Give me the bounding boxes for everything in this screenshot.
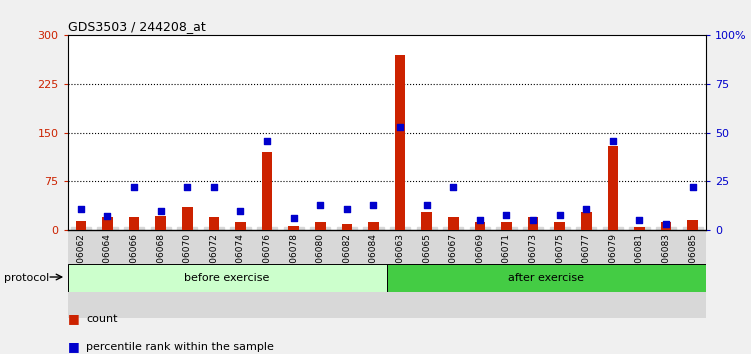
Point xyxy=(101,213,113,219)
Point xyxy=(421,202,433,207)
Point xyxy=(660,222,672,227)
Bar xyxy=(520,230,547,318)
Text: protocol: protocol xyxy=(4,273,49,283)
Bar xyxy=(315,222,326,230)
Bar xyxy=(201,230,227,318)
Bar xyxy=(661,222,671,230)
Text: ■: ■ xyxy=(68,341,83,353)
Bar xyxy=(421,212,432,230)
Bar xyxy=(554,222,565,230)
Point xyxy=(553,212,566,217)
Text: before exercise: before exercise xyxy=(185,273,270,283)
Bar xyxy=(581,212,592,230)
Point xyxy=(75,206,87,211)
Point xyxy=(686,184,698,190)
Text: after exercise: after exercise xyxy=(508,273,584,283)
Bar xyxy=(227,230,254,318)
Bar xyxy=(573,230,599,318)
Text: GDS3503 / 244208_at: GDS3503 / 244208_at xyxy=(68,20,205,33)
Point xyxy=(314,202,326,207)
Bar xyxy=(121,230,147,318)
Point xyxy=(448,184,460,190)
Point xyxy=(181,184,193,190)
Text: percentile rank within the sample: percentile rank within the sample xyxy=(86,342,274,352)
Bar xyxy=(94,230,121,318)
Point xyxy=(261,138,273,143)
Bar xyxy=(687,220,698,230)
Bar xyxy=(626,230,653,318)
Bar xyxy=(387,230,413,318)
Bar xyxy=(235,222,246,230)
Bar xyxy=(182,207,192,230)
Bar xyxy=(466,230,493,318)
Bar xyxy=(333,230,360,318)
Point xyxy=(474,217,486,223)
Bar xyxy=(262,152,273,230)
Bar xyxy=(174,230,201,318)
Bar xyxy=(209,217,219,230)
Point xyxy=(341,206,353,211)
Bar xyxy=(155,216,166,230)
Bar xyxy=(440,230,466,318)
Point xyxy=(581,206,593,211)
Bar xyxy=(76,221,86,230)
Point xyxy=(234,208,246,213)
Bar xyxy=(599,230,626,318)
Point xyxy=(288,216,300,221)
Text: ■: ■ xyxy=(68,312,83,325)
Point xyxy=(633,217,645,223)
Point xyxy=(155,208,167,213)
Bar xyxy=(307,230,333,318)
Point xyxy=(367,202,379,207)
Bar xyxy=(501,222,511,230)
Bar xyxy=(475,222,485,230)
Bar xyxy=(368,222,379,230)
Point xyxy=(394,124,406,130)
Bar xyxy=(147,230,174,318)
Bar xyxy=(102,217,113,230)
Bar xyxy=(680,230,706,318)
Point xyxy=(527,217,539,223)
Bar xyxy=(360,230,387,318)
Point xyxy=(607,138,619,143)
Text: count: count xyxy=(86,314,118,324)
Bar xyxy=(254,230,280,318)
Bar xyxy=(280,230,307,318)
Bar xyxy=(448,217,459,230)
Bar xyxy=(608,146,618,230)
Bar xyxy=(634,227,645,230)
Bar xyxy=(528,217,538,230)
Bar xyxy=(387,264,706,292)
Point xyxy=(128,184,140,190)
Bar xyxy=(493,230,520,318)
Bar xyxy=(342,224,352,230)
Bar xyxy=(128,217,140,230)
Bar xyxy=(395,55,406,230)
Point xyxy=(500,212,512,217)
Point xyxy=(208,184,220,190)
Bar xyxy=(288,225,299,230)
Bar xyxy=(413,230,440,318)
Bar xyxy=(547,230,573,318)
Bar xyxy=(68,264,387,292)
Bar xyxy=(68,230,94,318)
Bar xyxy=(653,230,680,318)
